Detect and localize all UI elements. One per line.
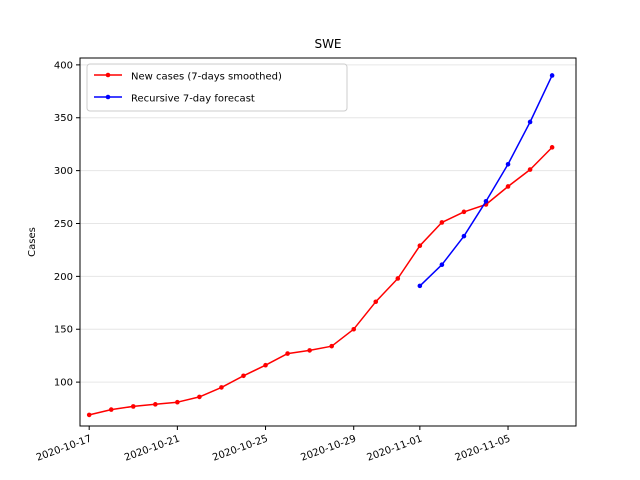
legend: New cases (7-days smoothed) Recursive 7-…: [86, 63, 348, 112]
legend-marker-new-cases: [105, 72, 111, 78]
data-point: [417, 243, 423, 249]
y-axis-label: Cases: [27, 227, 38, 257]
data-point: [483, 198, 489, 204]
data-point: [175, 399, 180, 405]
y-tick-label: 400: [54, 60, 73, 71]
x-tick-label: 2020-10-25: [211, 433, 269, 463]
x-axis: 2020-10-17 2020-10-21 2020-10-25 2020-10-29…: [35, 426, 512, 464]
data-point: [263, 362, 268, 368]
series-line-0: [89, 146, 553, 416]
y-tick-label: 200: [54, 272, 73, 283]
data-point: [307, 348, 312, 353]
y-tick-label: 250: [54, 219, 73, 230]
data-point: [439, 220, 445, 225]
y-axis: 100 150 200 250 300 350 400: [54, 60, 80, 389]
chart-title: SWE: [314, 37, 341, 51]
grid-lines: [80, 64, 576, 383]
data-point: [549, 73, 555, 78]
data-point: [86, 412, 92, 418]
data-point: [285, 351, 290, 356]
legend-box: [86, 63, 348, 112]
data-point: [439, 262, 445, 268]
y-tick-label: 150: [54, 325, 73, 336]
y-tick-label: 350: [54, 113, 73, 124]
data-point: [373, 299, 379, 305]
x-tick-label: 2020-11-01: [365, 433, 423, 463]
data-point: [219, 385, 224, 390]
data-point: [329, 343, 334, 349]
data-point: [153, 402, 158, 407]
y-tick-label: 100: [54, 378, 73, 389]
x-tick-label: 2020-10-17: [35, 433, 93, 463]
data-point: [197, 394, 202, 400]
data-point: [241, 373, 246, 379]
data-point: [108, 407, 114, 412]
data-point: [417, 283, 423, 289]
x-tick-label: 2020-10-29: [299, 433, 357, 463]
data-point: [505, 184, 511, 189]
data-point: [130, 404, 136, 409]
data-point: [461, 209, 467, 215]
data-point: [395, 276, 401, 281]
series-line-1: [419, 75, 553, 287]
plot-frame: [79, 57, 577, 427]
legend-label-forecast: Recursive 7-day forecast: [131, 94, 255, 105]
series-layer: [86, 73, 555, 418]
data-point: [505, 161, 511, 167]
legend-label-new-cases: New cases (7-days smoothed): [131, 72, 282, 83]
x-tick-label: 2020-10-21: [123, 433, 181, 463]
data-point: [351, 326, 357, 332]
legend-marker-forecast: [105, 94, 111, 100]
data-point: [549, 145, 555, 150]
x-tick-label: 2020-11-05: [454, 433, 512, 463]
data-point: [527, 167, 533, 172]
y-tick-label: 300: [54, 166, 73, 177]
data-point: [461, 233, 467, 239]
data-point: [527, 119, 533, 125]
